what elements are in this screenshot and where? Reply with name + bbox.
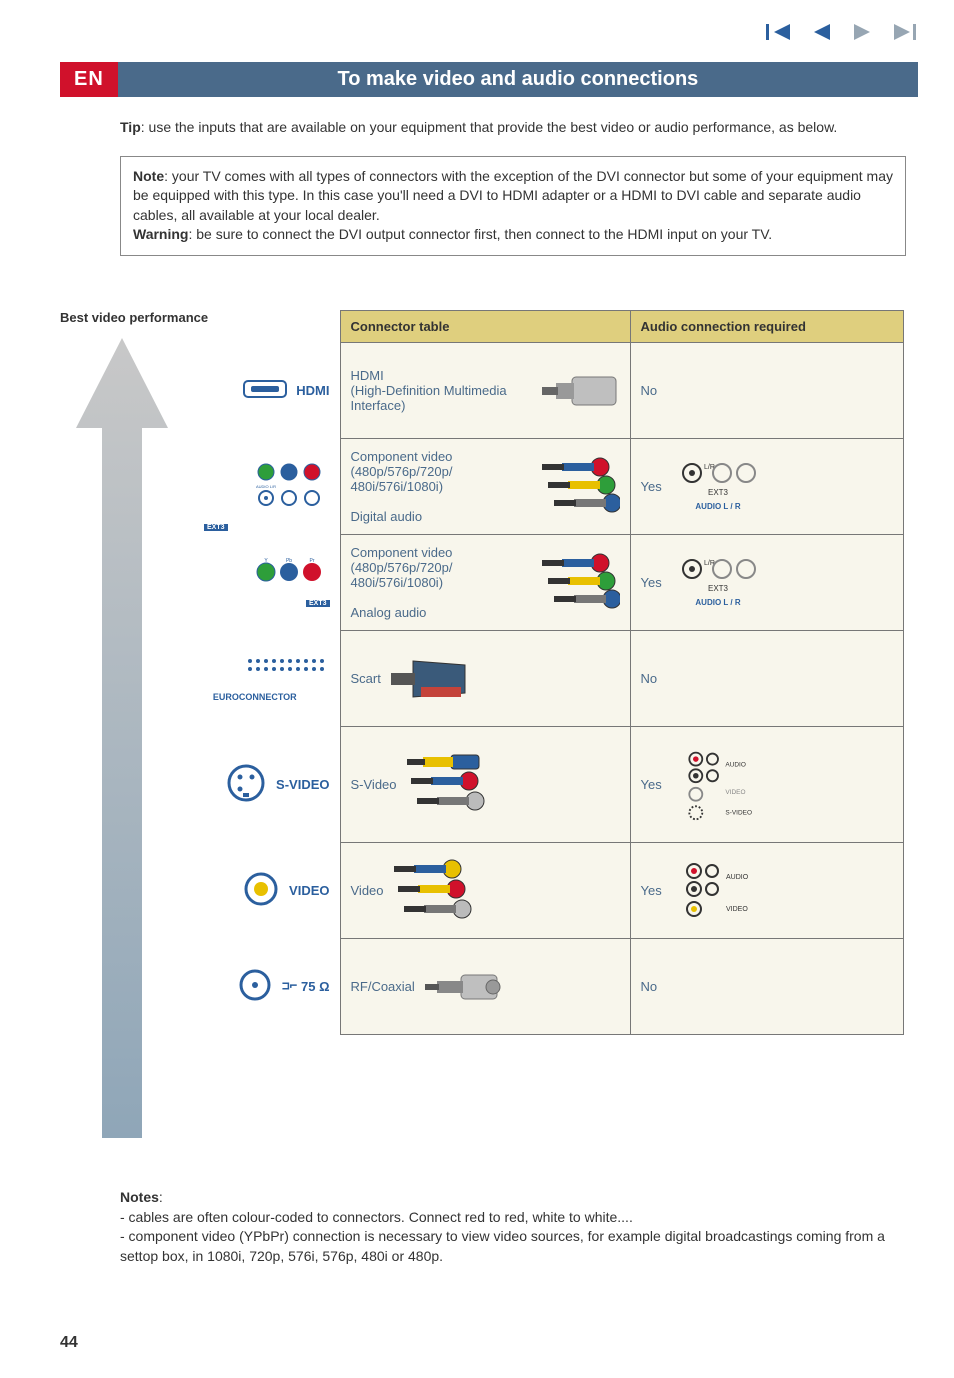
th-audio: Audio connection required	[630, 311, 904, 343]
comp1-desc: Component video (480p/576p/720p/ 480i/57…	[351, 449, 532, 524]
component-digital-port-icon: AUDIO L/R	[254, 460, 324, 513]
svideo-cable-icon	[407, 751, 485, 819]
video-label: VIDEO	[289, 883, 329, 898]
component-analog-port-icon: Y Pb Pr	[254, 558, 324, 593]
comp1-audio: Yes	[641, 479, 662, 494]
scart-desc: Scart	[351, 671, 381, 686]
svg-text:Pb: Pb	[285, 558, 291, 564]
component-cable-icon-2	[542, 549, 620, 617]
connector-table: Connector table Audio connection require…	[170, 310, 904, 1035]
content-area: Tip: use the inputs that are available o…	[120, 118, 906, 256]
page-title: To make video and audio connections	[118, 62, 918, 97]
rf-port-icon	[238, 968, 272, 1005]
video-audio: Yes	[641, 883, 662, 898]
hdmi-audio: No	[641, 383, 658, 398]
scart-port-icon	[244, 655, 324, 692]
nav-prev-icon[interactable]	[808, 22, 834, 42]
svg-text:VIDEO: VIDEO	[725, 789, 745, 796]
component-cable-icon	[542, 453, 620, 521]
svg-text:AUDIO L/R: AUDIO L/R	[255, 484, 275, 489]
rf-audio: No	[641, 979, 658, 994]
note-box: Note: your TV comes with all types of co…	[120, 156, 906, 256]
av-panel-icon-2: AUDIO VIDEO	[676, 859, 760, 923]
hdmi-label: HDMI	[296, 383, 329, 398]
row-video: VIDEO Video Yes AUDIO VIDEO	[170, 843, 904, 939]
svg-text:AUDIO L / R: AUDIO L / R	[695, 598, 740, 607]
rf-cable-icon	[425, 959, 503, 1015]
nav-next-icon[interactable]	[850, 22, 876, 42]
row-scart: EUROCONNECTOR Scart No	[170, 631, 904, 727]
hdmi-port-icon	[243, 380, 287, 401]
row-svideo: S-VIDEO S-Video Yes AUDIO VIDE	[170, 727, 904, 843]
performance-arrow	[76, 338, 168, 1138]
nav-bar	[766, 22, 918, 42]
svideo-port-icon	[226, 763, 266, 806]
audio-lr-icon-2: L/R EXT3 AUDIO L / R	[676, 551, 760, 615]
svg-text:VIDEO: VIDEO	[726, 906, 748, 913]
notes-label: Notes	[120, 1189, 159, 1205]
comp1-audio-sub2: AUDIO L / R	[695, 502, 740, 511]
tip-paragraph: Tip: use the inputs that are available o…	[120, 118, 906, 138]
video-desc: Video	[351, 883, 384, 898]
video-port-icon	[243, 871, 279, 910]
comp1-label: EXT3	[204, 524, 228, 531]
svideo-desc: S-Video	[351, 777, 397, 792]
warning-label: Warning	[133, 226, 188, 242]
notes-section: Notes: - cables are often colour-coded t…	[120, 1188, 906, 1266]
svg-text:AUDIO: AUDIO	[726, 874, 749, 881]
audio-lr-icon: L/R EXT3 AUDIO L / R	[676, 455, 760, 519]
notes-1: - cables are often colour-coded to conne…	[120, 1209, 633, 1225]
tip-label: Tip	[120, 119, 141, 135]
comp2-desc: Component video (480p/576p/720p/ 480i/57…	[351, 545, 532, 620]
warning-text: : be sure to connect the DVI output conn…	[188, 226, 772, 242]
comp1-audio-sub1: EXT3	[708, 488, 729, 497]
svg-text:Pr: Pr	[309, 558, 314, 564]
hdmi-cable-icon	[542, 363, 620, 419]
page-number: 44	[60, 1334, 78, 1352]
note-label: Note	[133, 168, 164, 184]
note-text: : your TV comes with all types of connec…	[133, 168, 893, 223]
scart-audio: No	[641, 671, 658, 686]
row-component-digital: AUDIO L/R EXT3 Component video (480p/576…	[170, 439, 904, 535]
lang-badge: EN	[60, 62, 118, 97]
tip-text: : use the inputs that are available on y…	[141, 119, 838, 135]
comp2-label: EXT3	[306, 600, 330, 607]
row-hdmi: HDMI HDMI (High-Definition Multimedia In…	[170, 343, 904, 439]
connector-table-wrap: Connector table Audio connection require…	[170, 310, 904, 1035]
video-cable-icon	[394, 857, 472, 925]
av-panel-icon: AUDIO VIDEO S-VIDEO	[676, 748, 760, 822]
scart-cable-icon	[391, 651, 469, 707]
header-row: EN To make video and audio connections	[60, 62, 918, 97]
comp2-audio: Yes	[641, 575, 662, 590]
rf-ant-icon: ⊐⌐	[282, 979, 298, 994]
table-header-row: Connector table Audio connection require…	[170, 311, 904, 343]
hdmi-desc: HDMI (High-Definition Multimedia Interfa…	[351, 368, 532, 413]
nav-first-icon[interactable]	[766, 22, 792, 42]
rf-label: 75 Ω	[301, 979, 330, 994]
scart-label: EUROCONNECTOR	[180, 692, 330, 702]
svg-text:EXT3: EXT3	[708, 584, 729, 593]
svg-text:S-VIDEO: S-VIDEO	[725, 809, 752, 816]
rf-desc: RF/Coaxial	[351, 979, 415, 994]
notes-2: - component video (YPbPr) connection is …	[120, 1228, 885, 1264]
row-component-analog: Y Pb Pr EXT3 Component video (480p/576p/…	[170, 535, 904, 631]
svideo-label: S-VIDEO	[276, 777, 329, 792]
svideo-audio: Yes	[641, 777, 662, 792]
nav-last-icon[interactable]	[892, 22, 918, 42]
row-rf: ⊐⌐ 75 Ω RF/Coaxial No	[170, 939, 904, 1035]
th-connector: Connector table	[340, 311, 630, 343]
svg-text:AUDIO: AUDIO	[725, 761, 746, 768]
